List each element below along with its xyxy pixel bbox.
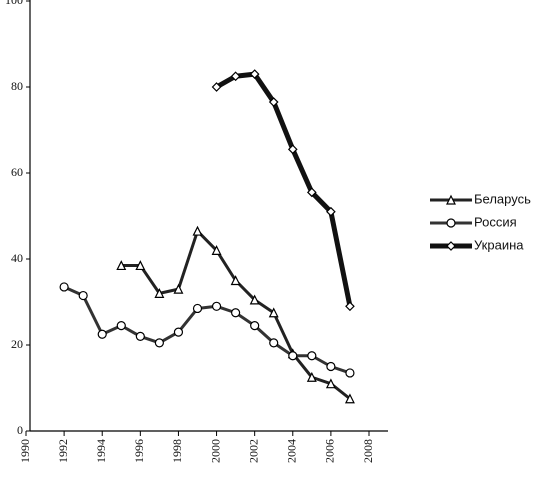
data-point <box>192 303 203 314</box>
data-point <box>154 288 165 298</box>
data-point <box>173 283 184 294</box>
legend-marker <box>446 194 456 205</box>
data-point <box>345 301 355 312</box>
x-tick-label: 1998 <box>170 439 184 463</box>
data-point <box>78 290 88 301</box>
y-tick-label: 80 <box>11 79 23 93</box>
data-point <box>345 368 355 378</box>
data-point <box>306 371 317 382</box>
data-point <box>326 206 336 217</box>
legend-marker <box>446 241 456 251</box>
x-tick-label: 1990 <box>18 439 32 463</box>
x-tick-label: 1992 <box>56 439 70 463</box>
series-line <box>63 285 351 375</box>
x-tick-label: 2000 <box>208 439 222 463</box>
y-tick-label: 20 <box>11 337 23 351</box>
legend-label: Украина <box>474 237 524 252</box>
y-tick-label: 100 <box>5 0 23 7</box>
data-point <box>230 275 241 286</box>
data-point <box>97 329 107 339</box>
data-point <box>135 331 145 341</box>
x-tick-label: 2006 <box>323 439 337 463</box>
data-point <box>230 71 241 82</box>
data-point <box>325 378 336 389</box>
x-tick-label: 1994 <box>94 439 108 463</box>
data-point <box>192 225 203 236</box>
x-tick-label: 2008 <box>361 439 375 463</box>
legend-label: Беларусь <box>474 191 531 206</box>
data-point <box>249 294 260 305</box>
x-tick-label: 2002 <box>246 439 260 463</box>
data-point <box>306 187 317 198</box>
data-point <box>268 307 279 318</box>
data-point <box>116 321 126 331</box>
data-point <box>211 245 222 255</box>
x-tick-label: 1996 <box>132 439 146 463</box>
y-tick-label: 60 <box>11 165 23 179</box>
x-tick-label: 2004 <box>285 439 299 463</box>
data-point <box>287 144 298 155</box>
data-point <box>173 327 184 337</box>
y-tick-label: 0 <box>17 423 23 437</box>
data-point <box>326 361 336 372</box>
data-point <box>116 260 127 271</box>
data-point <box>250 321 260 331</box>
legend-label: Россия <box>474 214 517 229</box>
data-point <box>344 393 355 404</box>
data-point <box>211 301 222 311</box>
data-point <box>135 260 146 271</box>
data-point <box>307 351 317 361</box>
data-point <box>154 338 164 348</box>
data-point <box>268 97 279 107</box>
data-point <box>59 282 69 292</box>
series-line <box>215 71 353 307</box>
data-point <box>211 82 222 92</box>
legend-marker <box>446 218 456 228</box>
data-point <box>269 338 279 348</box>
y-tick-label: 40 <box>11 251 23 265</box>
data-point <box>231 308 241 318</box>
data-point <box>288 351 298 361</box>
data-point <box>249 69 260 79</box>
